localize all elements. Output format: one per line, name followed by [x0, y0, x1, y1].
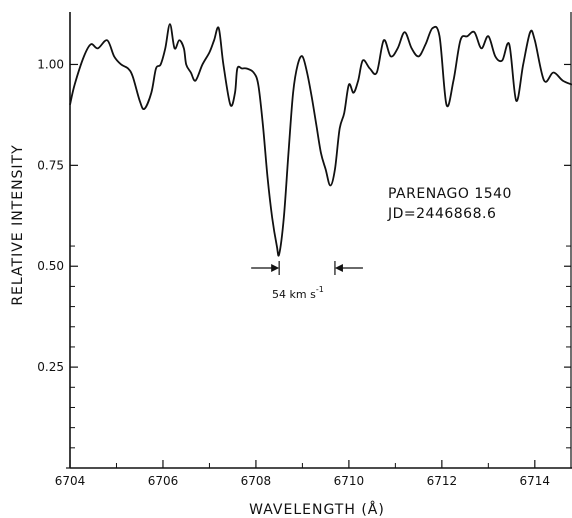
x-axis-title: WAVELENGTH (Å)	[249, 501, 385, 518]
separation-label-exponent: -1	[316, 285, 324, 294]
x-tick-label: 6706	[148, 474, 179, 488]
y-axis-title: RELATIVE INTENSITY	[10, 144, 26, 305]
axis-ticks	[66, 63, 571, 469]
series-layer	[69, 23, 572, 257]
julian-date-annotation: JD=2446868.6	[387, 206, 496, 222]
y-tick-label: 0.50	[37, 259, 64, 273]
y-tick-label: 0.25	[37, 360, 64, 374]
y-tick-label: 1.00	[37, 57, 64, 71]
separation-marker: 54 km s-1	[251, 261, 363, 301]
separation-label-text: 54 km s	[272, 288, 316, 301]
x-tick-label: 6712	[427, 474, 458, 488]
x-tick-label: 6714	[520, 474, 551, 488]
x-tick-label: 6710	[334, 474, 365, 488]
separation-right-arrowhead	[334, 264, 343, 272]
axes	[69, 12, 572, 469]
spectrum-line	[69, 23, 572, 257]
y-tick-label: 0.75	[37, 158, 64, 172]
axis-tick-labels: 6704 6706 6708 6710 6712 6714 0.25 0.50 0.75 1.00	[37, 57, 550, 488]
x-tick-label: 6708	[241, 474, 272, 488]
star-name-annotation: PARENAGO 1540	[388, 186, 512, 202]
separation-left-arrowhead	[271, 264, 280, 272]
separation-label: 54 km s-1	[272, 285, 324, 301]
x-tick-label: 6704	[55, 474, 86, 488]
